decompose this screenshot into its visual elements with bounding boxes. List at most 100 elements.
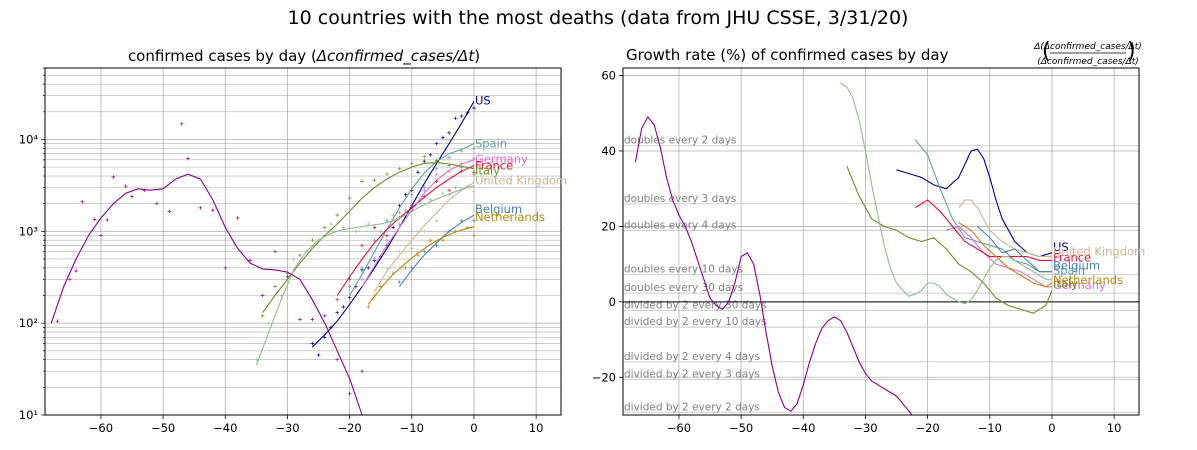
right-axes-frame: [622, 67, 1140, 416]
left-point-italy: [409, 161, 414, 166]
left-ytick-label: 10³: [19, 224, 39, 238]
left-point-germany: [397, 222, 402, 226]
svg-text:confirmed cases by day (Δconfi: confirmed cases by day (Δconfirmed_cases…: [128, 47, 480, 66]
left-point-iran: [428, 198, 433, 202]
left-line-germany: [361, 159, 475, 287]
left-point-us: [453, 116, 458, 121]
left-xtick-label: −10: [400, 421, 424, 435]
right-ytick-label: −20: [592, 370, 616, 384]
left-point-spain: [447, 155, 451, 160]
left-point-us: [459, 114, 464, 118]
left-point-china: [198, 206, 203, 210]
left-ytick-label: 10¹: [19, 408, 38, 422]
left-point-spain: [372, 238, 377, 243]
right-xtick-label: −10: [978, 421, 1002, 435]
left-point-china: [74, 269, 78, 273]
left-point-china: [360, 369, 364, 373]
left-point-iran: [416, 201, 420, 206]
left-xtick-label: −20: [337, 421, 361, 435]
right-xtick-label: −20: [915, 421, 939, 435]
right-xtick-label: −30: [853, 421, 877, 435]
left-line-iran: [255, 185, 475, 366]
left-point-belgium: [434, 243, 439, 248]
right-xtick-label: −60: [667, 421, 691, 435]
left-point-italy: [434, 158, 439, 163]
right-line-spain: [914, 139, 1052, 273]
reference-label-divided-by-2-every-2-days: divided by 2 every 2 days: [624, 401, 760, 413]
left-line-italy: [262, 162, 475, 314]
left-chart: confirmed cases by day (Δconfirmed_cases…: [19, 47, 568, 435]
right-label-france: France: [1053, 250, 1091, 264]
left-point-france: [409, 203, 414, 208]
left-line-spain: [349, 143, 475, 296]
left-point-china: [111, 175, 116, 179]
right-title-close-paren: ): [1127, 39, 1136, 64]
left-point-france: [360, 243, 364, 248]
left-point-iran: [403, 208, 408, 212]
left-point-us: [310, 341, 315, 346]
right-label-belgium: Belgium: [1053, 259, 1100, 273]
left-point-spain: [360, 266, 364, 270]
left-point-us: [472, 106, 476, 110]
left-point-iran: [291, 257, 296, 261]
left-point-us: [366, 266, 371, 270]
right-line-belgium: [977, 225, 1052, 273]
left-point-netherlands: [403, 266, 408, 270]
right-title-open-paren: (: [1042, 39, 1051, 64]
reference-label-doubles-every-2-days: doubles every 2 days: [624, 135, 736, 147]
left-point-china: [223, 266, 228, 270]
left-point-united-kingdom: [397, 249, 402, 254]
left-point-china: [55, 319, 60, 324]
left-point-us: [391, 225, 395, 230]
left-point-united-kingdom: [385, 266, 389, 270]
left-point-germany: [372, 257, 377, 261]
left-point-us: [403, 192, 408, 197]
left-label-belgium: Belgium: [475, 202, 522, 216]
left-point-united-kingdom: [409, 246, 414, 251]
left-point-china: [347, 392, 352, 396]
left-point-iran: [254, 357, 259, 362]
left-point-italy: [385, 172, 389, 176]
left-grid: [45, 67, 561, 416]
left-point-germany: [385, 238, 389, 243]
left-point-germany: [422, 188, 427, 193]
left-point-china: [248, 258, 252, 263]
left-label-spain: Spain: [475, 137, 507, 151]
left-point-netherlands: [441, 238, 445, 243]
reference-label-divided-by-2-every-3-days: divided by 2 every 3 days: [624, 369, 760, 381]
left-point-iran: [441, 191, 445, 195]
left-point-spain: [409, 192, 414, 197]
left-label-united-kingdom: United Kingdom: [475, 173, 567, 187]
right-chart: Growth rate (%) of confirmed cases by da…: [592, 39, 1146, 435]
left-xtick-label: −60: [89, 421, 113, 435]
left-point-iran: [378, 229, 383, 234]
left-point-china: [322, 314, 327, 318]
reference-label-doubles-every-10-days: doubles every 10 days: [624, 264, 743, 276]
left-point-italy: [360, 179, 364, 184]
left-point-germany: [434, 172, 439, 176]
left-point-netherlands: [428, 238, 433, 243]
left-point-china: [179, 122, 184, 126]
left-title-symbol: Δconfirmed_cases/Δt: [316, 47, 476, 66]
left-point-china: [92, 217, 97, 222]
left-point-france: [385, 233, 389, 238]
left-point-china: [130, 194, 134, 199]
left-point-france: [434, 179, 439, 184]
left-line-us: [311, 101, 475, 348]
left-point-belgium: [422, 249, 427, 254]
left-point-us: [434, 141, 439, 146]
left-point-iran: [354, 229, 358, 234]
left-point-italy: [298, 253, 302, 257]
left-chart-title: confirmed cases by day (Δconfirmed_cases…: [128, 47, 480, 66]
left-point-italy: [347, 196, 352, 200]
right-title-numerator: Δ(Δconfirmed_cases/Δt): [1033, 42, 1142, 52]
left-point-united-kingdom: [434, 219, 439, 223]
left-point-iran: [341, 225, 346, 230]
left-point-netherlands: [366, 305, 371, 309]
right-label-us: US: [1053, 240, 1069, 254]
left-point-china: [99, 233, 103, 238]
left-xtick-label: −30: [275, 421, 299, 435]
right-line-france: [914, 199, 1052, 261]
